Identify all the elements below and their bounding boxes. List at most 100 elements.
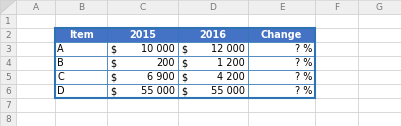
Text: B: B [57, 58, 64, 68]
Bar [55, 70, 107, 84]
Bar [248, 84, 315, 98]
Text: G: G [376, 3, 383, 11]
Text: $: $ [181, 72, 187, 82]
Bar [178, 42, 248, 56]
Bar [248, 42, 315, 56]
Bar [315, 42, 358, 56]
Bar [55, 42, 107, 56]
Bar [107, 70, 178, 84]
Bar [55, 28, 315, 98]
Bar [107, 84, 178, 98]
Bar [107, 14, 178, 28]
Bar [248, 28, 315, 42]
Text: B: B [78, 3, 84, 11]
Text: $: $ [110, 72, 116, 82]
Bar [107, 70, 178, 84]
Text: 7: 7 [5, 101, 11, 109]
Bar [107, 112, 178, 126]
Bar [55, 112, 107, 126]
Bar [315, 28, 358, 42]
Bar [178, 42, 248, 56]
Bar [358, 98, 401, 112]
Bar [248, 70, 315, 84]
Text: ? %: ? % [295, 44, 312, 54]
Bar [178, 84, 248, 98]
Bar [55, 84, 107, 98]
Bar [16, 112, 55, 126]
Text: 4: 4 [5, 58, 11, 68]
Text: ? %: ? % [295, 86, 312, 96]
Bar [248, 84, 315, 98]
Bar [248, 28, 315, 42]
Text: $: $ [181, 44, 187, 54]
Text: 2: 2 [5, 30, 11, 39]
Text: 200: 200 [156, 58, 175, 68]
Bar [178, 0, 248, 14]
Bar [55, 56, 107, 70]
Bar [107, 84, 178, 98]
Bar [0, 112, 16, 126]
Bar [178, 84, 248, 98]
Text: $: $ [181, 86, 187, 96]
Text: 6 900: 6 900 [148, 72, 175, 82]
Text: 55 000: 55 000 [211, 86, 245, 96]
Bar [107, 0, 178, 14]
Bar [178, 14, 248, 28]
Bar [55, 98, 107, 112]
Bar [248, 42, 315, 56]
Bar [107, 42, 178, 56]
Bar [107, 56, 178, 70]
Bar [315, 70, 358, 84]
Bar [358, 112, 401, 126]
Bar [0, 70, 16, 84]
Text: 2015: 2015 [129, 30, 156, 40]
Bar [55, 70, 107, 84]
Bar [55, 0, 107, 14]
Bar [107, 98, 178, 112]
Text: D: D [57, 86, 65, 96]
Bar [178, 70, 248, 84]
Bar [248, 56, 315, 70]
Text: 3: 3 [5, 44, 11, 54]
Bar [0, 0, 16, 14]
Bar [16, 0, 55, 14]
Bar [55, 14, 107, 28]
Text: 12 000: 12 000 [211, 44, 245, 54]
Bar [0, 84, 16, 98]
Text: 8: 8 [5, 115, 11, 123]
Text: 5: 5 [5, 72, 11, 82]
Text: 10 000: 10 000 [141, 44, 175, 54]
Bar [315, 56, 358, 70]
Bar [16, 56, 55, 70]
Text: 1: 1 [5, 17, 11, 25]
Bar [178, 28, 248, 42]
Bar [178, 98, 248, 112]
Bar [248, 0, 315, 14]
Bar [315, 98, 358, 112]
Bar [16, 28, 55, 42]
Bar [107, 28, 178, 42]
Bar [55, 42, 107, 56]
Bar [358, 28, 401, 42]
Text: 2016: 2016 [200, 30, 227, 40]
Text: E: E [279, 3, 284, 11]
Bar [178, 28, 248, 42]
Bar [248, 112, 315, 126]
Bar [358, 84, 401, 98]
Text: 55 000: 55 000 [141, 86, 175, 96]
Text: C: C [140, 3, 146, 11]
Bar [178, 56, 248, 70]
Bar [358, 56, 401, 70]
Text: A: A [57, 44, 64, 54]
Text: C: C [57, 72, 64, 82]
Text: $: $ [110, 86, 116, 96]
Bar [0, 42, 16, 56]
Bar [358, 14, 401, 28]
Bar [315, 0, 358, 14]
Text: $: $ [181, 58, 187, 68]
Bar [55, 84, 107, 98]
Text: Item: Item [69, 30, 93, 40]
Bar [315, 112, 358, 126]
Text: ? %: ? % [295, 72, 312, 82]
Bar [16, 98, 55, 112]
